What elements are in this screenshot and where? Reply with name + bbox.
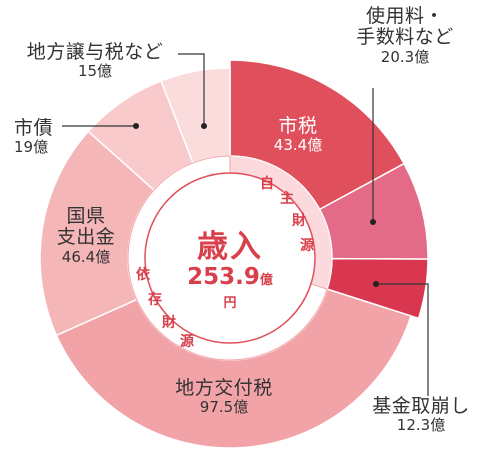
slice-label-kikin: 基金取崩し 12.3億 xyxy=(372,395,470,435)
group-char: 存 xyxy=(148,292,162,308)
slice-label-kofuzei: 地方交付税 97.5億 xyxy=(175,377,273,417)
slice-label-kokken: 国県 支出金 46.4億 xyxy=(56,205,116,266)
center-total: 253.9 xyxy=(187,264,260,291)
center-title: 歳入 xyxy=(197,229,263,265)
leader-dot-7 xyxy=(201,123,207,129)
slice-label-shizei: 市税 43.4億 xyxy=(273,115,323,155)
group-char: 主 xyxy=(280,191,294,207)
leader-dot-2 xyxy=(370,219,376,225)
chart-center: 歳入 253.9億円 xyxy=(182,230,278,311)
group-char: 財 xyxy=(162,315,176,331)
group-char: 依 xyxy=(136,267,150,283)
group-char: 源 xyxy=(180,334,194,350)
slice-label-shiyoryo: 使用料・ 手数料など 20.3億 xyxy=(356,5,454,66)
slice-label-jouyozei: 地方譲与税など 15億 xyxy=(26,41,164,81)
leader-line-7 xyxy=(178,53,205,126)
center-unit: 億円 xyxy=(223,273,273,311)
group-char: 財 xyxy=(292,213,306,229)
leader-line-3 xyxy=(376,283,429,396)
center-circle xyxy=(144,172,316,344)
leader-dot-3 xyxy=(373,281,379,287)
leader-dot-6 xyxy=(133,123,139,129)
group-char: 源 xyxy=(300,238,314,254)
slice-label-shisai: 市債 19億 xyxy=(14,117,54,157)
group-char: 自 xyxy=(260,176,274,192)
